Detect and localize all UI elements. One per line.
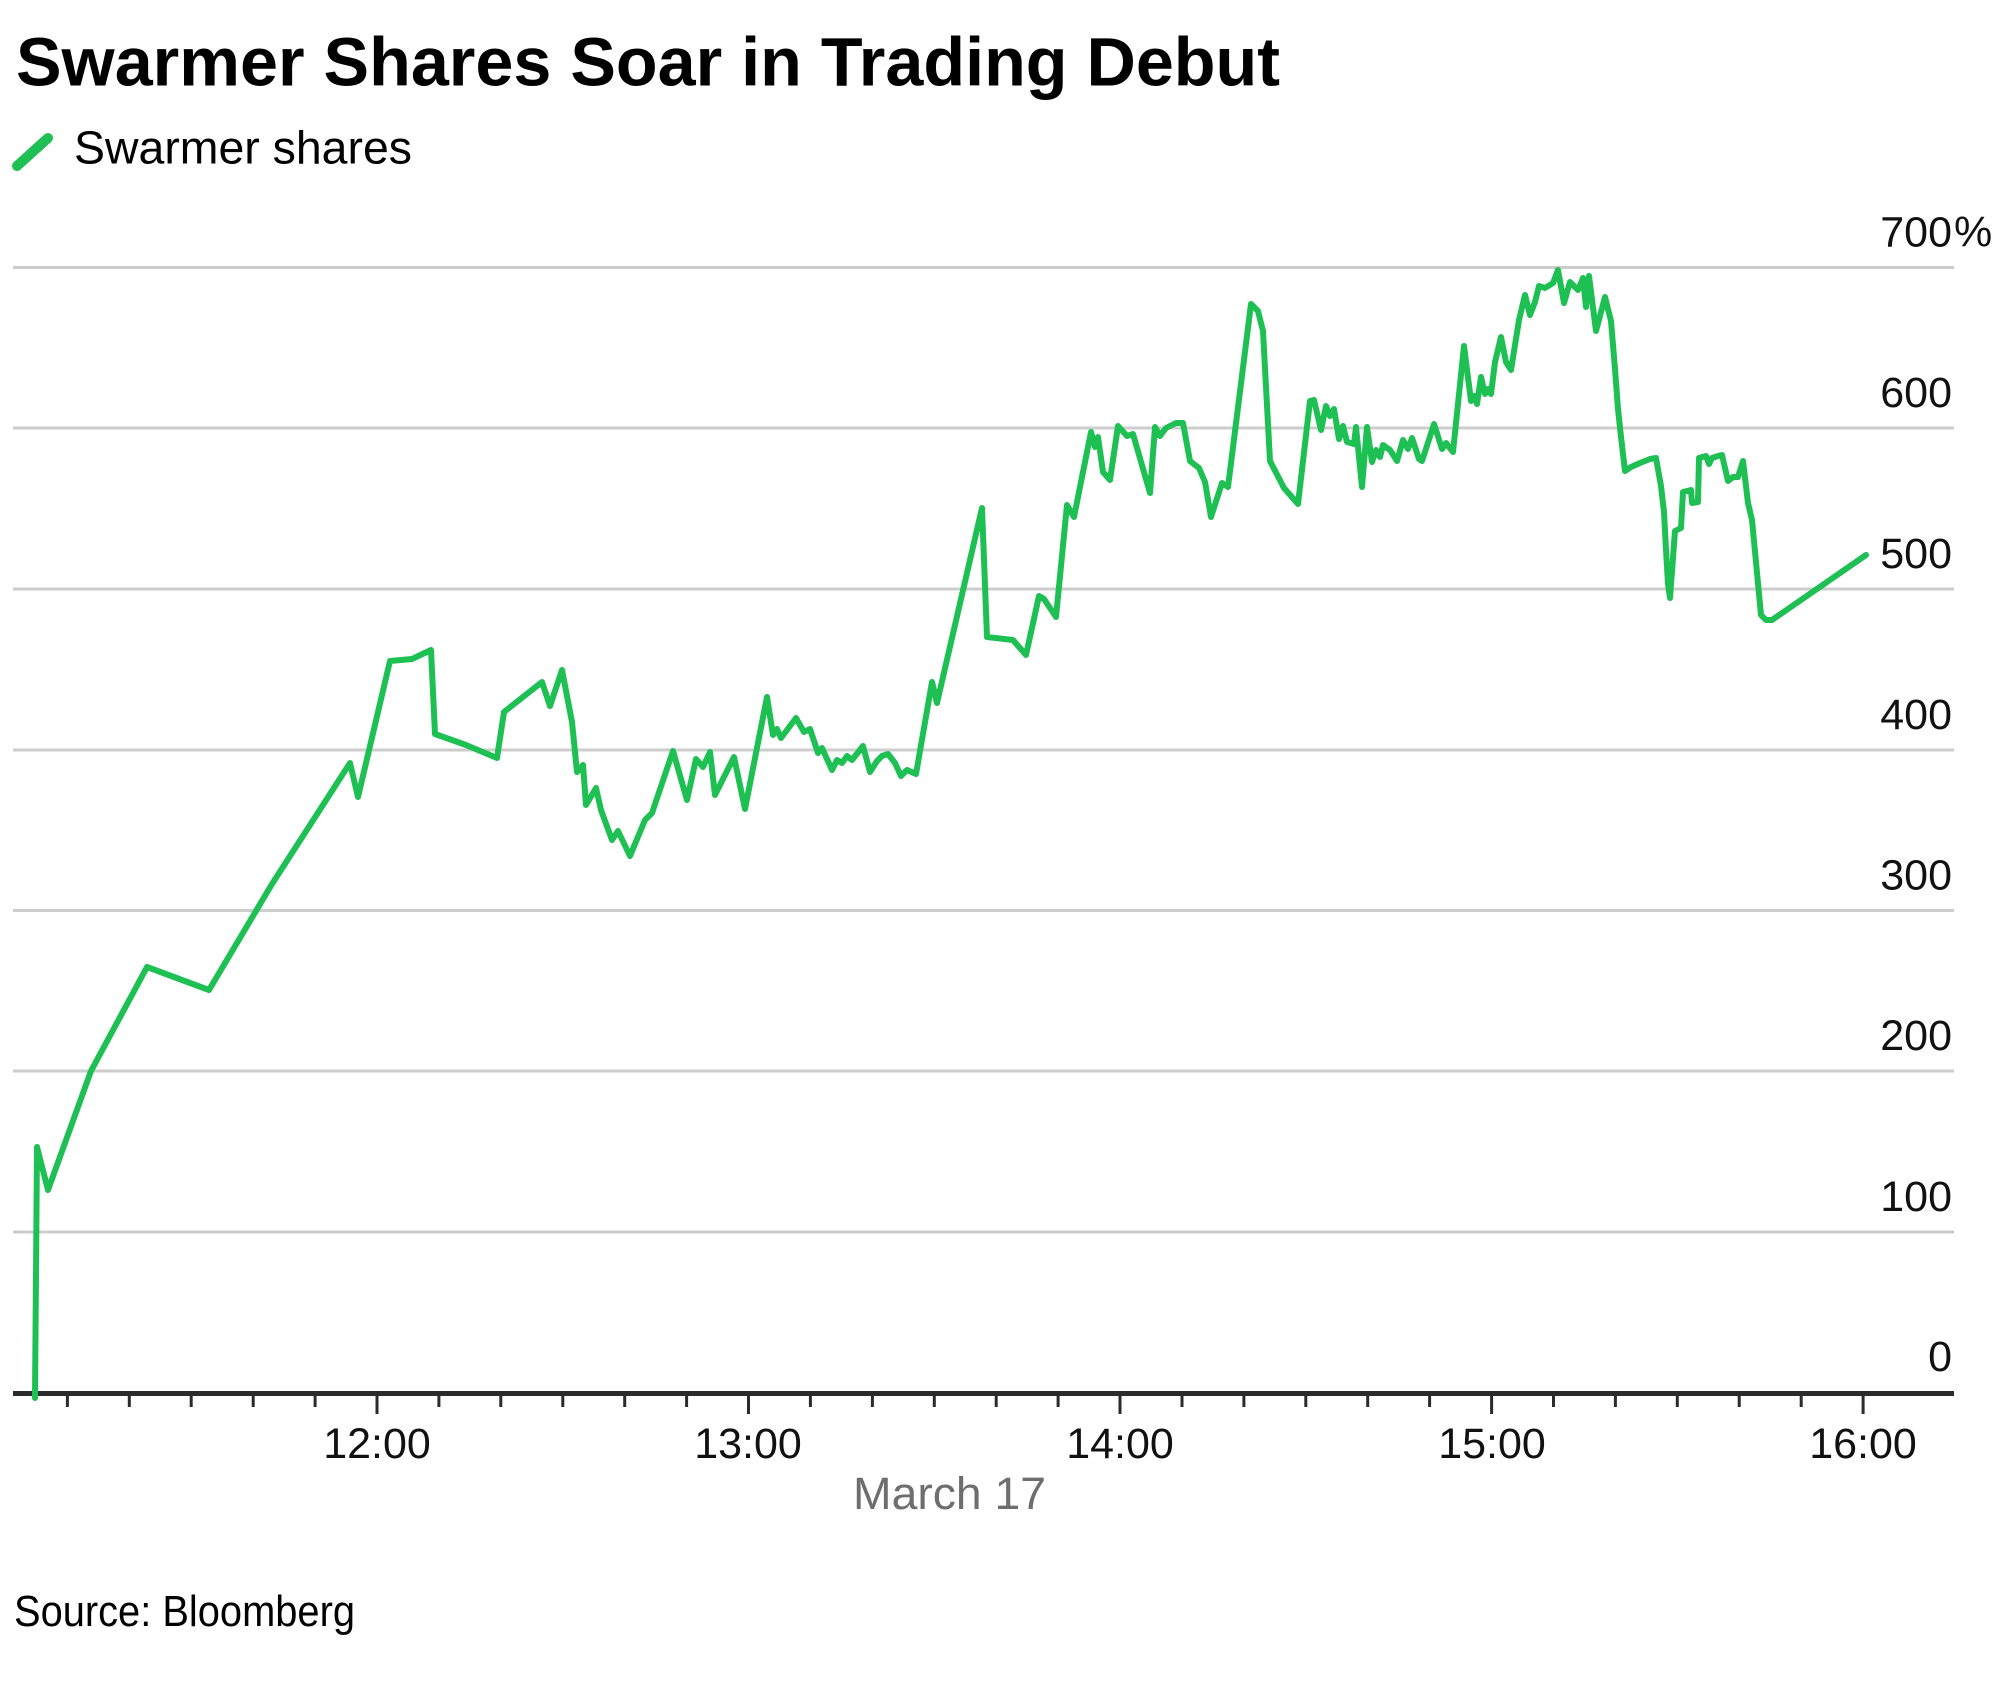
svg-text:Source: Bloomberg: Source: Bloomberg <box>14 1587 355 1636</box>
svg-text:12:00: 12:00 <box>323 1420 431 1468</box>
svg-text:200: 200 <box>1880 1012 1952 1060</box>
svg-text:13:00: 13:00 <box>694 1420 802 1468</box>
svg-text:Swarmer Shares Soar in Trading: Swarmer Shares Soar in Trading Debut <box>16 24 1280 101</box>
svg-text:700: 700 <box>1880 209 1952 257</box>
svg-text:Swarmer shares: Swarmer shares <box>74 122 412 174</box>
svg-text:15:00: 15:00 <box>1438 1420 1546 1468</box>
svg-text:%: % <box>1954 209 1992 257</box>
svg-text:100: 100 <box>1880 1173 1952 1221</box>
svg-text:16:00: 16:00 <box>1809 1420 1917 1468</box>
svg-text:March 17: March 17 <box>853 1468 1046 1519</box>
svg-text:500: 500 <box>1880 530 1952 578</box>
svg-text:300: 300 <box>1880 852 1952 900</box>
svg-text:0: 0 <box>1928 1333 1952 1381</box>
svg-text:400: 400 <box>1880 691 1952 739</box>
svg-text:14:00: 14:00 <box>1066 1420 1174 1468</box>
svg-text:600: 600 <box>1880 369 1952 417</box>
